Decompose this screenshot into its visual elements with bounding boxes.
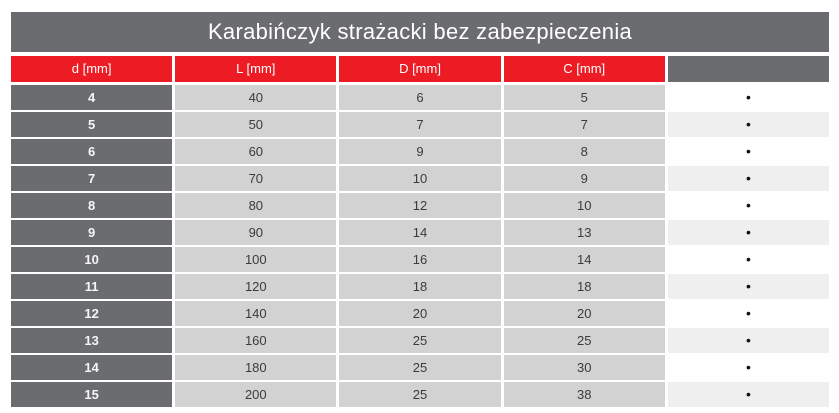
- bullet-icon: •: [667, 301, 830, 326]
- cell-l: 50: [175, 112, 337, 137]
- cell-c: 10: [503, 193, 665, 218]
- bullet-icon: •: [667, 193, 830, 218]
- table-row: 14 180 25 30 •: [11, 355, 830, 380]
- cell-d: 7: [11, 166, 173, 191]
- cell-d-outer: 18: [339, 274, 501, 299]
- bullet-icon: •: [667, 166, 830, 191]
- cell-d: 4: [11, 85, 173, 110]
- column-header-d-outer: D [mm]: [339, 56, 501, 82]
- column-header-c: C [mm]: [503, 56, 665, 82]
- bullet-icon: •: [667, 274, 830, 299]
- column-header-d: d [mm]: [11, 56, 173, 82]
- cell-l: 160: [175, 328, 337, 353]
- cell-l: 180: [175, 355, 337, 380]
- cell-c: 14: [503, 247, 665, 272]
- cell-d-outer: 10: [339, 166, 501, 191]
- cell-l: 120: [175, 274, 337, 299]
- cell-l: 60: [175, 139, 337, 164]
- bullet-icon: •: [667, 328, 830, 353]
- cell-d-outer: 25: [339, 382, 501, 407]
- cell-d: 15: [11, 382, 173, 407]
- cell-c: 30: [503, 355, 665, 380]
- table-header-row: d [mm] L [mm] D [mm] C [mm]: [11, 56, 830, 82]
- cell-l: 100: [175, 247, 337, 272]
- bullet-icon: •: [667, 382, 830, 407]
- cell-d-outer: 20: [339, 301, 501, 326]
- table-row: 4 40 6 5 •: [11, 85, 830, 110]
- table-row: 5 50 7 7 •: [11, 112, 830, 137]
- table-row: 6 60 9 8 •: [11, 139, 830, 164]
- cell-d-outer: 7: [339, 112, 501, 137]
- table-row: 12 140 20 20 •: [11, 301, 830, 326]
- cell-d: 13: [11, 328, 173, 353]
- cell-c: 38: [503, 382, 665, 407]
- cell-l: 90: [175, 220, 337, 245]
- cell-d-outer: 16: [339, 247, 501, 272]
- cell-c: 18: [503, 274, 665, 299]
- table-row: 10 100 16 14 •: [11, 247, 830, 272]
- cell-l: 200: [175, 382, 337, 407]
- cell-d: 9: [11, 220, 173, 245]
- bullet-icon: •: [667, 247, 830, 272]
- cell-l: 80: [175, 193, 337, 218]
- cell-d: 11: [11, 274, 173, 299]
- bullet-icon: •: [667, 139, 830, 164]
- cell-d: 6: [11, 139, 173, 164]
- product-spec-table: Karabińczyk strażacki bez zabezpieczenia…: [11, 12, 830, 409]
- cell-l: 140: [175, 301, 337, 326]
- table-row: 15 200 25 38 •: [11, 382, 830, 407]
- table-title: Karabińczyk strażacki bez zabezpieczenia: [11, 12, 829, 52]
- table-row: 13 160 25 25 •: [11, 328, 830, 353]
- cell-d: 10: [11, 247, 173, 272]
- table-row: 9 90 14 13 •: [11, 220, 830, 245]
- cell-c: 7: [503, 112, 665, 137]
- column-header-availability: [667, 56, 830, 82]
- cell-d-outer: 25: [339, 328, 501, 353]
- cell-d-outer: 6: [339, 85, 501, 110]
- table-row: 8 80 12 10 •: [11, 193, 830, 218]
- cell-c: 9: [503, 166, 665, 191]
- cell-c: 13: [503, 220, 665, 245]
- cell-d-outer: 9: [339, 139, 501, 164]
- cell-d-outer: 25: [339, 355, 501, 380]
- bullet-icon: •: [667, 112, 830, 137]
- cell-d: 12: [11, 301, 173, 326]
- cell-d: 5: [11, 112, 173, 137]
- cell-d: 14: [11, 355, 173, 380]
- cell-d-outer: 12: [339, 193, 501, 218]
- cell-l: 40: [175, 85, 337, 110]
- cell-l: 70: [175, 166, 337, 191]
- bullet-icon: •: [667, 355, 830, 380]
- bullet-icon: •: [667, 220, 830, 245]
- table-row: 7 70 10 9 •: [11, 166, 830, 191]
- bullet-icon: •: [667, 85, 830, 110]
- cell-c: 25: [503, 328, 665, 353]
- table-row: 11 120 18 18 •: [11, 274, 830, 299]
- cell-c: 8: [503, 139, 665, 164]
- table-body: 4 40 6 5 • 5 50 7 7 • 6 60 9 8 • 7: [11, 85, 830, 407]
- column-header-l: L [mm]: [175, 56, 337, 82]
- cell-d-outer: 14: [339, 220, 501, 245]
- cell-c: 20: [503, 301, 665, 326]
- cell-d: 8: [11, 193, 173, 218]
- cell-c: 5: [503, 85, 665, 110]
